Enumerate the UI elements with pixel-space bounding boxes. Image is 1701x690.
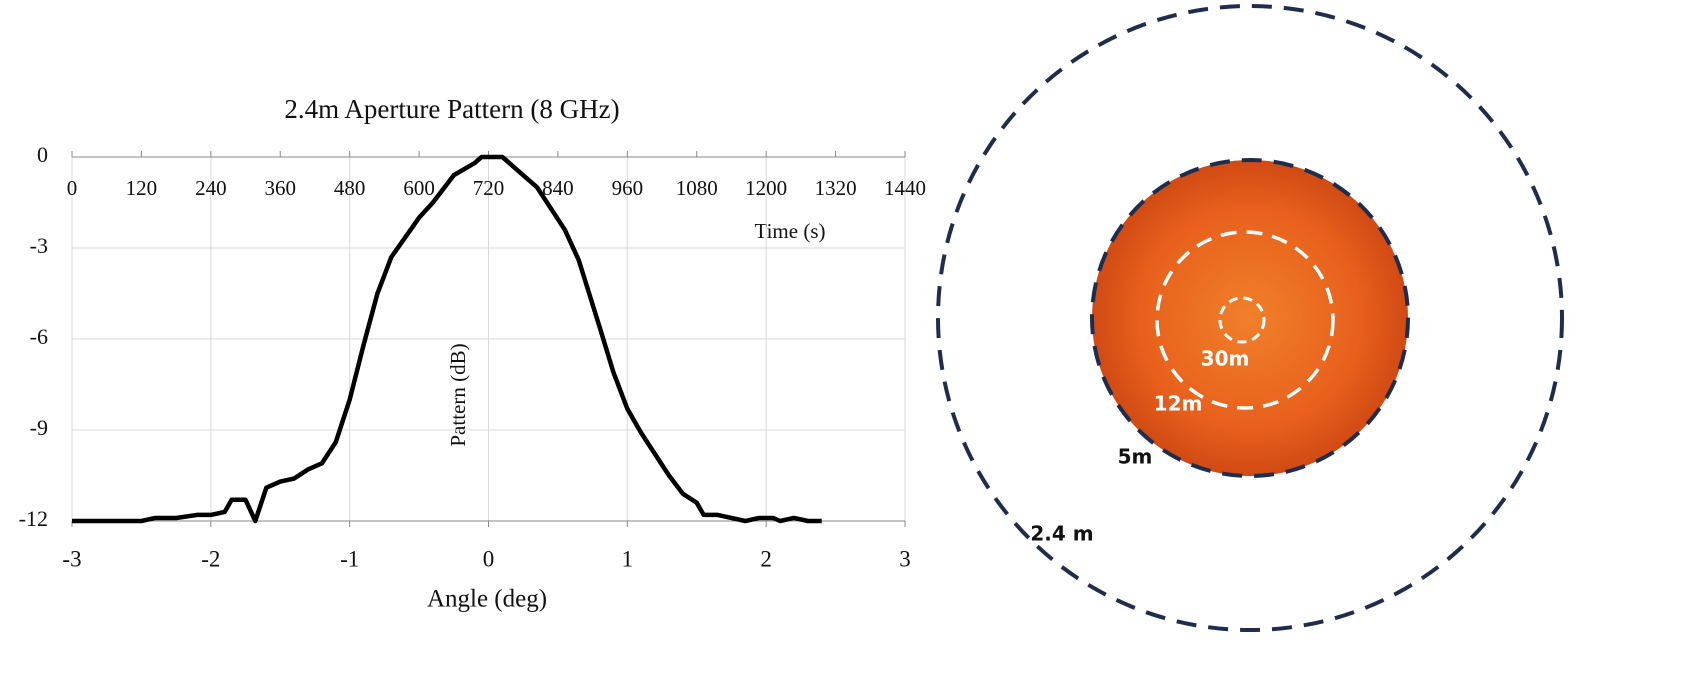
x2-tick-label: 120 <box>126 176 158 200</box>
x2-tick-label: 600 <box>403 176 435 200</box>
beam-label: 12m <box>1154 392 1203 416</box>
sun <box>1092 160 1408 476</box>
x2-tick-label: 960 <box>612 176 644 200</box>
x-tick-label: 1 <box>622 546 634 571</box>
x2-tick-label: 1320 <box>815 176 857 200</box>
y-tick-label: -9 <box>30 415 48 440</box>
beam-label: 5m <box>1118 445 1153 469</box>
x-tick-label: -3 <box>62 546 81 571</box>
x2-tick-label: 480 <box>334 176 366 200</box>
x2-tick-label: 360 <box>265 176 297 200</box>
chart-title: 2.4m Aperture Pattern (8 GHz) <box>284 94 619 124</box>
x2-tick-label: 240 <box>195 176 227 200</box>
x-tick-label: 3 <box>899 546 911 571</box>
x2-axis-label: Time (s) <box>755 219 826 243</box>
x-axis-label: Angle (deg) <box>427 586 547 613</box>
y-tick-label: 0 <box>37 142 48 167</box>
x-tick-label: 2 <box>760 546 772 571</box>
beam-diagram: 30m 12m 5m 2.4 m <box>936 4 1564 632</box>
x2-tick-label: 0 <box>67 176 78 200</box>
pattern-line <box>72 154 822 524</box>
x2-tick-label: 1440 <box>884 176 926 200</box>
x2-tick-label: 1200 <box>745 176 787 200</box>
x-tick-label: -2 <box>201 546 220 571</box>
y-tick-label: -12 <box>19 506 48 531</box>
y-tick-label: -6 <box>30 324 48 349</box>
x2-tick-label: 1080 <box>676 176 718 200</box>
plot: 0 -3 -6 -9 -12 -3 -2 -1 0 1 2 3 0 120 240 360 480 600 720 8… <box>19 142 926 571</box>
beam-12m <box>1155 230 1335 410</box>
x-tick-label: 0 <box>483 546 495 571</box>
beam-30m <box>1218 296 1266 344</box>
y-tick-label: -3 <box>30 233 48 258</box>
beam-5m <box>1090 158 1410 478</box>
y-axis-label: Pattern (dB) <box>446 343 470 446</box>
beam-2-4m <box>936 4 1564 632</box>
x-tick-label: -1 <box>340 546 359 571</box>
beam-label: 30m <box>1201 347 1250 371</box>
x2-tick-label: 840 <box>542 176 574 200</box>
x2-tick-label: 720 <box>473 176 505 200</box>
beam-label: 2.4 m <box>1030 522 1093 546</box>
